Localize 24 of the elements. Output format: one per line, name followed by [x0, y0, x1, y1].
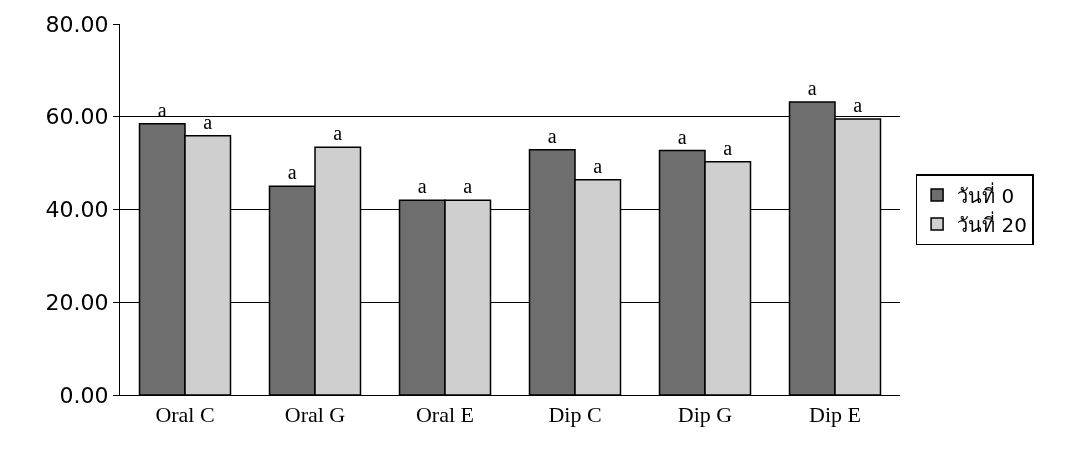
x-tick-label: Dip E	[809, 402, 861, 428]
x-tick-label: Oral G	[284, 402, 346, 428]
data-label: a	[807, 76, 817, 99]
x-tick-label: Oral C	[155, 402, 215, 428]
legend-label: วันที่ 20	[957, 210, 1027, 237]
data-label: a	[853, 94, 863, 117]
y-tick-label: 60.00	[45, 104, 109, 130]
data-label: a	[417, 175, 427, 198]
data-label: a	[463, 175, 473, 198]
x-tick-label: Dip C	[548, 402, 602, 428]
y-tick-label: 40.00	[45, 197, 109, 223]
y-tick-label: 0.00	[59, 382, 109, 408]
y-tick-label: 80.00	[45, 11, 109, 37]
data-label: a	[333, 122, 343, 145]
data-label: a	[593, 154, 603, 177]
data-label: a	[677, 125, 687, 148]
data-label: a	[723, 136, 733, 159]
data-label: a	[547, 124, 557, 147]
y-tick-label: 20.00	[45, 289, 109, 315]
data-label: a	[287, 161, 297, 184]
x-tick-label: Dip G	[677, 402, 733, 428]
x-tick-label: Oral E	[415, 402, 475, 428]
data-label: a	[203, 110, 213, 133]
legend-label: วันที่ 0	[957, 181, 1015, 208]
